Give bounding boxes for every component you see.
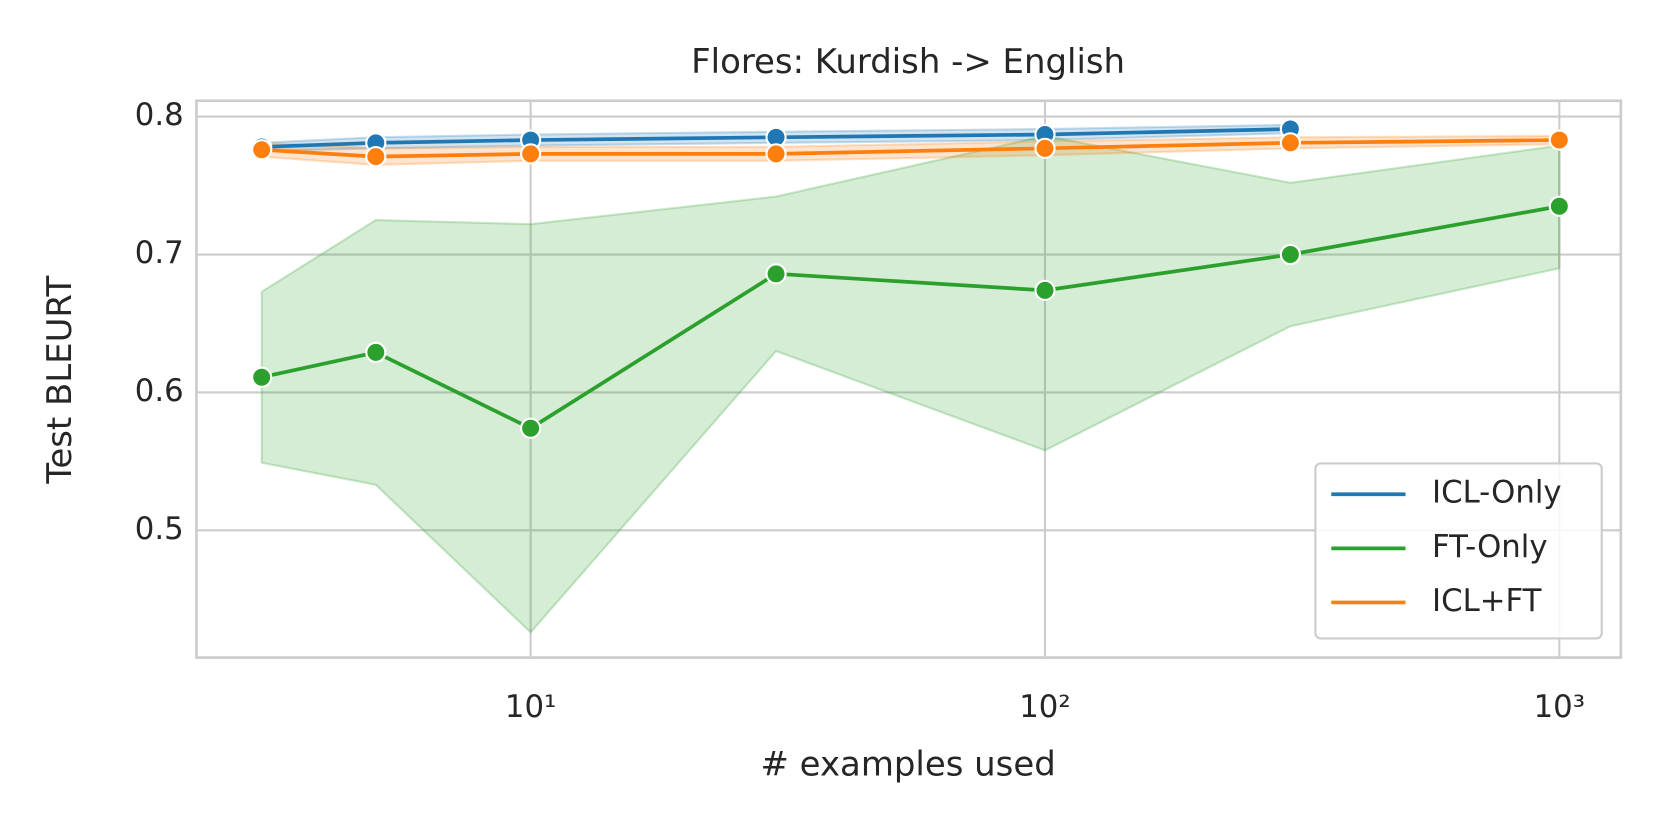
data-point <box>765 263 787 285</box>
legend-label: ICL-Only <box>1432 475 1562 511</box>
data-point <box>1548 129 1570 151</box>
y-tick-label: 0.6 <box>135 373 184 409</box>
data-point <box>251 366 273 388</box>
data-point <box>1034 137 1056 159</box>
data-point <box>1279 132 1301 154</box>
x-tick-label: 10³ <box>1534 689 1585 725</box>
legend: ICL-Only FT-Only ICL+FT <box>1314 462 1603 640</box>
series-line <box>261 127 1291 149</box>
y-axis-label: Test BLEURT <box>41 276 80 485</box>
markers <box>251 118 1570 439</box>
y-tick-label: 0.7 <box>135 235 184 271</box>
data-point <box>1548 195 1570 217</box>
confidence-band <box>260 134 1561 634</box>
legend-label: ICL+FT <box>1432 583 1542 619</box>
y-tick-label: 0.5 <box>135 511 184 547</box>
x-axis-label: # examples used <box>760 745 1055 784</box>
x-tick-label: 10¹ <box>505 689 556 725</box>
y-tick-label: 0.8 <box>135 97 184 133</box>
data-point <box>365 341 387 364</box>
x-tick-label: 10² <box>1019 689 1070 725</box>
data-point <box>520 417 542 439</box>
data-point <box>520 143 542 165</box>
data-point <box>1034 279 1056 301</box>
data-point <box>765 143 787 165</box>
legend-box <box>1314 462 1603 640</box>
legend-label: FT-Only <box>1432 529 1548 565</box>
data-point <box>251 139 273 161</box>
data-point <box>365 145 387 168</box>
chart-title: Flores: Kurdish -> English <box>691 43 1125 82</box>
data-point <box>1279 243 1301 266</box>
